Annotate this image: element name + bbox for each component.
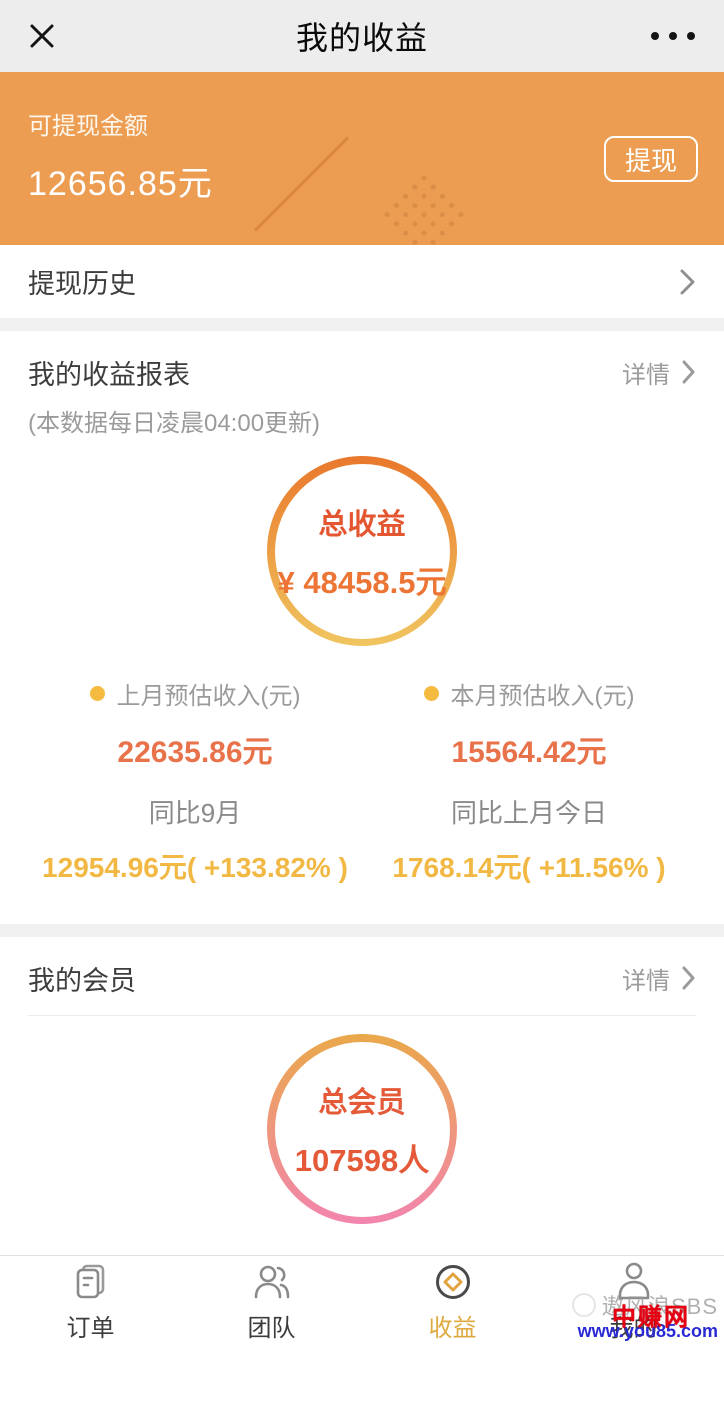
total-members-title: 总会员	[318, 1086, 406, 1119]
tab-profile-label: 我的	[609, 1315, 658, 1342]
last-month-compare-label: 同比9月	[148, 798, 242, 828]
tab-team-label: 团队	[247, 1315, 296, 1342]
more-options-icon[interactable]	[648, 30, 698, 42]
earnings-report-detail-link[interactable]: 详情	[622, 355, 696, 390]
chevron-right-icon	[682, 965, 696, 991]
total-members-ring: 总会员 107598人	[267, 1034, 457, 1224]
tab-earnings[interactable]: 收益	[362, 1259, 543, 1343]
banner-decoration-line	[253, 136, 350, 232]
tab-earnings-label: 收益	[428, 1315, 477, 1342]
total-earnings-value: ¥ 48458.5元	[277, 564, 447, 600]
members-title: 我的会员	[28, 965, 136, 996]
this-month-label: 本月预估收入(元)	[450, 683, 635, 710]
chevron-right-icon	[680, 268, 696, 296]
page-title: 我的收益	[295, 20, 428, 56]
chevron-right-icon	[682, 359, 696, 385]
total-earnings-title: 总收益	[318, 508, 406, 541]
withdrawable-label: 可提现金额	[28, 113, 148, 140]
earnings-report-title: 我的收益报表	[28, 359, 190, 390]
earnings-report-section: 我的收益报表 详情 (本数据每日凌晨04:00更新) 总收益 ¥ 48458.5…	[0, 331, 724, 924]
team-icon	[249, 1259, 295, 1305]
this-month-compare-value: 1768.14元( +11.56% )	[392, 852, 666, 883]
legend-dot-icon	[89, 686, 105, 701]
section-divider	[0, 318, 724, 331]
withdraw-history-row[interactable]: 提现历史	[0, 245, 724, 318]
members-detail-link[interactable]: 详情	[622, 961, 696, 996]
watermark-faded-text: 遨风浪SBS	[601, 1294, 718, 1319]
legend-dot-icon	[423, 686, 439, 701]
this-month-stat: 本月预估收入(元) 15564.42元 同比上月今日 1768.14元( +11…	[362, 676, 696, 886]
app-header: 我的收益	[0, 0, 724, 72]
tab-orders-label: 订单	[66, 1315, 115, 1342]
tab-bar: 订单 团队 收益 我的	[0, 1255, 724, 1346]
this-month-compare-label: 同比上月今日	[450, 798, 607, 828]
withdrawable-amount: 12656.85元	[28, 165, 213, 203]
last-month-value: 22635.86元	[117, 736, 273, 769]
watermark-site-url: www.you85.com	[577, 1321, 718, 1341]
watermark-site-name: 中赚网	[612, 1304, 690, 1331]
detail-label: 详情	[622, 967, 670, 995]
this-month-value: 15564.42元	[451, 736, 607, 769]
withdraw-history-label: 提现历史	[28, 269, 136, 299]
watermark-logo-icon	[571, 1293, 596, 1317]
tab-profile[interactable]: 我的	[543, 1259, 724, 1343]
site-watermark: 遨风浪SBS 中赚网 www.you85.com	[571, 1289, 718, 1342]
last-month-compare-value: 12954.96元( +133.82% )	[42, 852, 348, 883]
section-divider	[0, 924, 724, 937]
last-month-stat: 上月预估收入(元) 22635.86元 同比9月 12954.96元( +133…	[28, 676, 362, 886]
total-earnings-ring: 总收益 ¥ 48458.5元	[267, 456, 457, 646]
profile-icon	[611, 1259, 657, 1305]
withdraw-button[interactable]: 提现	[604, 136, 698, 182]
tab-team[interactable]: 团队	[181, 1259, 362, 1343]
tab-orders[interactable]: 订单	[0, 1259, 181, 1343]
banner-decoration-dots	[378, 168, 470, 245]
orders-icon	[68, 1259, 114, 1305]
update-note: (本数据每日凌晨04:00更新)	[28, 410, 321, 437]
last-month-label: 上月预估收入(元)	[116, 683, 301, 710]
total-members-value: 107598人	[294, 1142, 430, 1178]
earnings-stats: 上月预估收入(元) 22635.86元 同比9月 12954.96元( +133…	[28, 676, 696, 886]
header-divider	[28, 1015, 696, 1016]
earnings-icon	[430, 1259, 476, 1305]
detail-label: 详情	[622, 361, 670, 389]
withdrawable-banner: 可提现金额 12656.85元 提现	[0, 72, 724, 245]
close-icon[interactable]	[26, 20, 58, 52]
